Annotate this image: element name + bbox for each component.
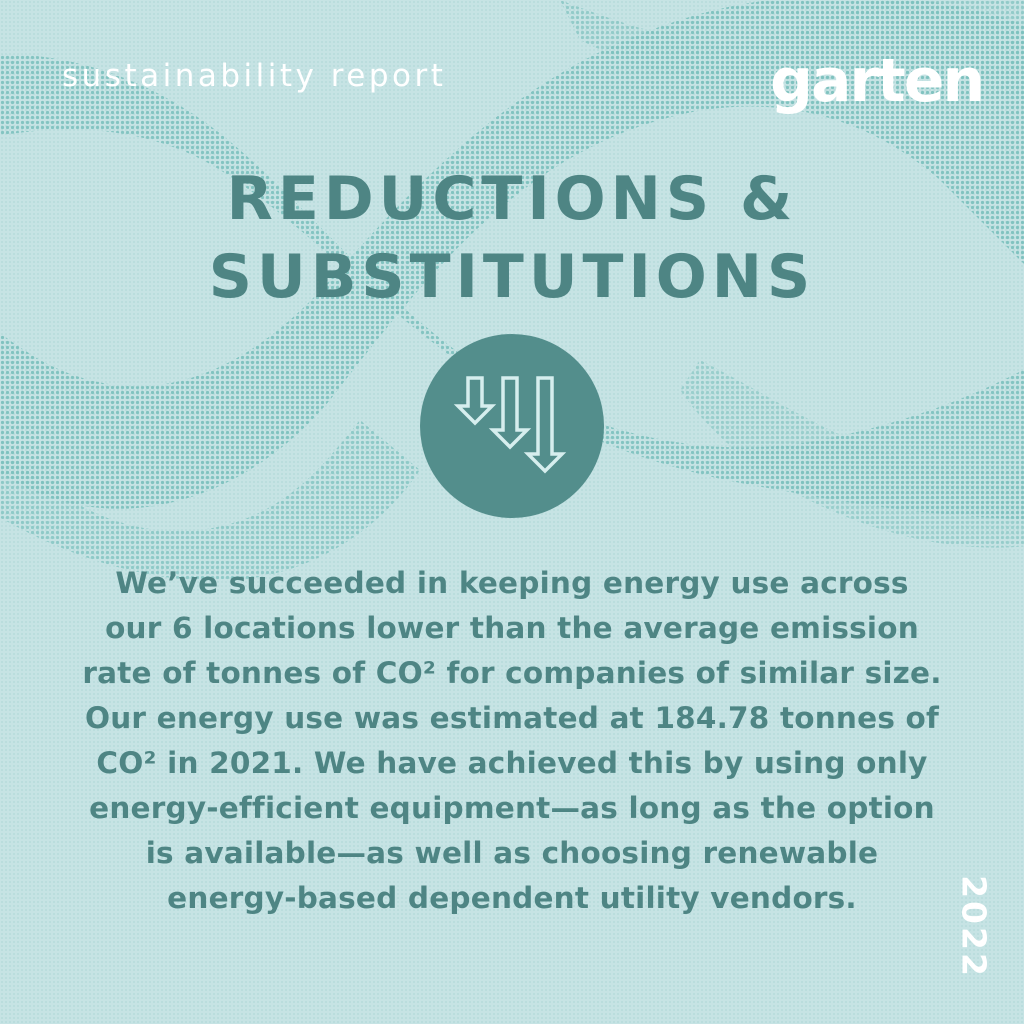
title-line-2: SUBSTITUTIONS <box>208 242 816 312</box>
title-line-1: REDUCTIONS & <box>226 164 798 234</box>
page-title: REDUCTIONS & SUBSTITUTIONS <box>0 160 1024 316</box>
report-label: sustainability report <box>62 58 447 94</box>
year-label: 2022 <box>952 875 996 979</box>
descending-arrows-icon <box>453 376 567 474</box>
year-text: 2022 <box>954 875 994 979</box>
garten-logo: garten <box>770 46 985 116</box>
reduction-badge <box>420 334 604 518</box>
body-paragraph: We’ve succeeded in keeping energy use ac… <box>82 566 942 915</box>
